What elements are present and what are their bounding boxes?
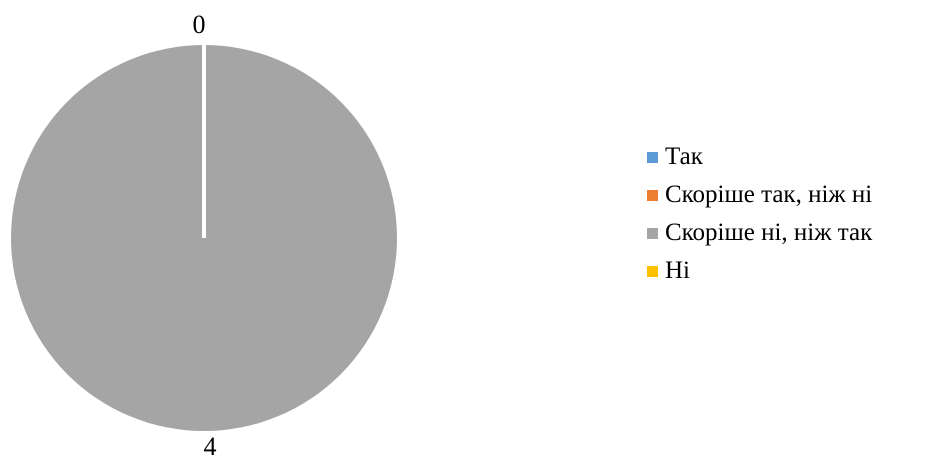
legend-label-tak: Так — [665, 143, 703, 170]
legend-item-ni: Ні — [647, 252, 872, 290]
legend-swatch-ni — [647, 265, 658, 277]
legend: Так Скоріше так, ніж ні Скоріше ні, ніж … — [647, 138, 872, 290]
data-label-zero: 0 — [193, 10, 206, 39]
legend-item-skorishe-tak: Скоріше так, ніж ні — [647, 176, 872, 214]
legend-swatch-skorishe-ni — [647, 227, 658, 239]
legend-swatch-skorishe-tak — [647, 189, 658, 201]
legend-swatch-tak — [647, 151, 658, 163]
legend-label-skorishe-tak: Скоріше так, ніж ні — [665, 181, 873, 208]
legend-label-skorishe-ni: Скоріше ні, ніж так — [665, 219, 873, 246]
pie-plot: 04 — [11, 10, 397, 460]
legend-item-tak: Так — [647, 138, 872, 176]
legend-item-skorishe-ni: Скоріше ні, ніж так — [647, 214, 872, 252]
data-label-four: 4 — [204, 432, 217, 460]
legend-label-ni: Ні — [665, 257, 690, 284]
